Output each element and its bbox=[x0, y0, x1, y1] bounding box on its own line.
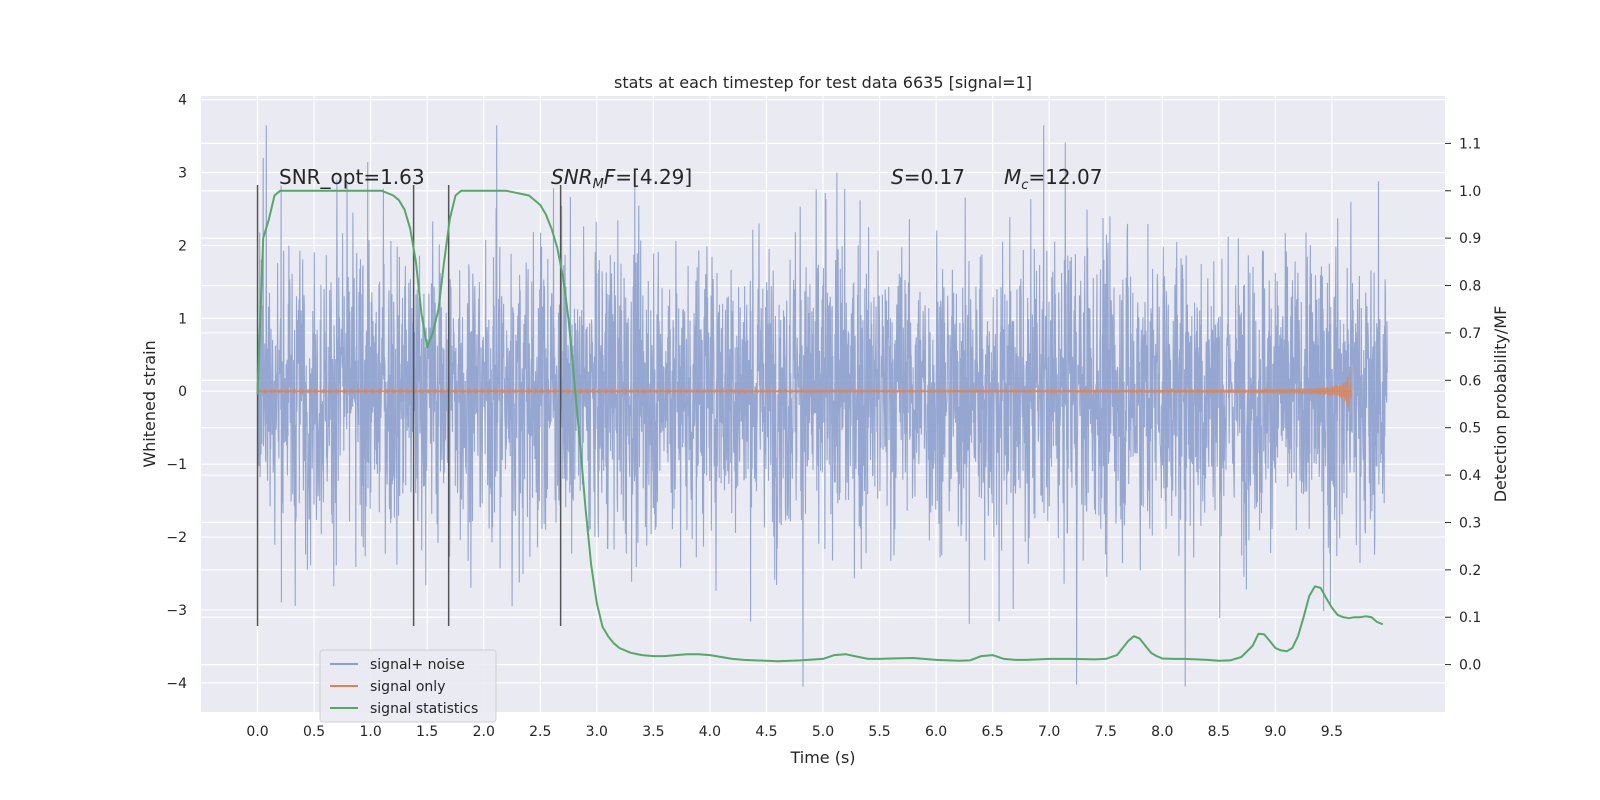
annotation-snr-mf: SNRMF=[4.29] bbox=[551, 165, 692, 192]
x-tick-label: 6.5 bbox=[982, 724, 1004, 740]
y-right-tick-label: 1.1 bbox=[1459, 136, 1481, 152]
annotation-snr-opt: SNR_opt=1.63 bbox=[279, 165, 425, 189]
x-tick-label: 1.0 bbox=[360, 724, 382, 740]
x-tick-label: 3.5 bbox=[642, 724, 664, 740]
annotation-s: S=0.17 bbox=[891, 165, 965, 189]
statistics-line bbox=[256, 189, 1384, 663]
x-tick-label: 4.5 bbox=[755, 724, 777, 740]
x-tick-label: 7.5 bbox=[1095, 724, 1117, 740]
vertical-lines bbox=[256, 185, 562, 626]
y-right-axis-label: Detection probability/MF bbox=[1491, 306, 1510, 503]
y-right-tick-label: 0.1 bbox=[1459, 610, 1481, 626]
x-axis-label: Time (s) bbox=[789, 748, 855, 767]
y-right-tick-label: 1.0 bbox=[1459, 184, 1481, 200]
y-tick-label: −1 bbox=[166, 457, 187, 473]
y-right-tick-label: 0.2 bbox=[1459, 563, 1481, 579]
x-tick-label: 9.5 bbox=[1321, 724, 1343, 740]
y-right-tick-label: 0.0 bbox=[1459, 658, 1481, 674]
x-tick-label: 2.0 bbox=[473, 724, 495, 740]
legend: signal+ noise signal only signal statist… bbox=[319, 649, 497, 723]
x-tick-label: 9.0 bbox=[1264, 724, 1286, 740]
x-tick-label: 8.0 bbox=[1151, 724, 1173, 740]
y-tick-label: 4 bbox=[178, 93, 187, 109]
y-right-tick-label: 0.4 bbox=[1459, 468, 1481, 484]
x-tick-label: 8.5 bbox=[1208, 724, 1230, 740]
y-tick-label: −3 bbox=[166, 603, 187, 619]
series-signal-statistics bbox=[256, 189, 1384, 663]
legend-box bbox=[319, 649, 497, 723]
x-tick-label: 2.5 bbox=[529, 724, 551, 740]
series-signal-noise bbox=[256, 125, 1388, 687]
y-ticks-right: 1.1 1.0 0.9 0.8 0.7 0.6 0.5 0.4 0.3 0.2 0.1 0.0 bbox=[1445, 136, 1481, 674]
x-tick-label: 5.0 bbox=[812, 724, 834, 740]
y-ticks-left: 4 3 2 1 0 −1 −2 −3 −4 bbox=[166, 93, 187, 692]
legend-label-statistics: signal statistics bbox=[370, 701, 478, 717]
y-tick-label: 0 bbox=[178, 384, 187, 400]
y-tick-label: −4 bbox=[166, 676, 187, 692]
x-tick-label: 0.5 bbox=[303, 724, 325, 740]
y-right-tick-label: 0.3 bbox=[1459, 515, 1481, 531]
y-right-tick-label: 0.5 bbox=[1459, 421, 1481, 437]
annotation-mc: Mc=12.07 bbox=[1004, 165, 1102, 193]
y-right-tick-label: 0.6 bbox=[1459, 373, 1481, 389]
legend-label-signal: signal only bbox=[370, 679, 445, 695]
y-right-tick-label: 0.7 bbox=[1459, 326, 1481, 342]
x-tick-label: 6.0 bbox=[925, 724, 947, 740]
x-ticks: 0.0 0.5 1.0 1.5 2.0 2.5 3.0 3.5 4.0 4.5 5.0 5.5 6.0 6… bbox=[246, 724, 1343, 740]
y-tick-label: 1 bbox=[178, 311, 187, 327]
y-right-tick-label: 0.8 bbox=[1459, 279, 1481, 295]
series-signal-only bbox=[256, 366, 1352, 408]
x-tick-label: 1.5 bbox=[416, 724, 438, 740]
y-right-tick-label: 0.9 bbox=[1459, 231, 1481, 247]
y-axis-label: Whitened strain bbox=[140, 340, 159, 467]
x-tick-label: 4.0 bbox=[699, 724, 721, 740]
x-tick-label: 5.5 bbox=[868, 724, 890, 740]
legend-label-noise: signal+ noise bbox=[370, 657, 465, 673]
y-tick-label: 2 bbox=[178, 238, 187, 254]
y-tick-label: −2 bbox=[166, 530, 187, 546]
x-tick-label: 7.0 bbox=[1038, 724, 1060, 740]
x-tick-label: 0.0 bbox=[246, 724, 268, 740]
y-tick-label: 3 bbox=[178, 166, 187, 182]
noise-trace bbox=[256, 125, 1388, 687]
chart-title: stats at each timestep for test data 663… bbox=[614, 73, 1032, 92]
x-tick-label: 3.0 bbox=[586, 724, 608, 740]
